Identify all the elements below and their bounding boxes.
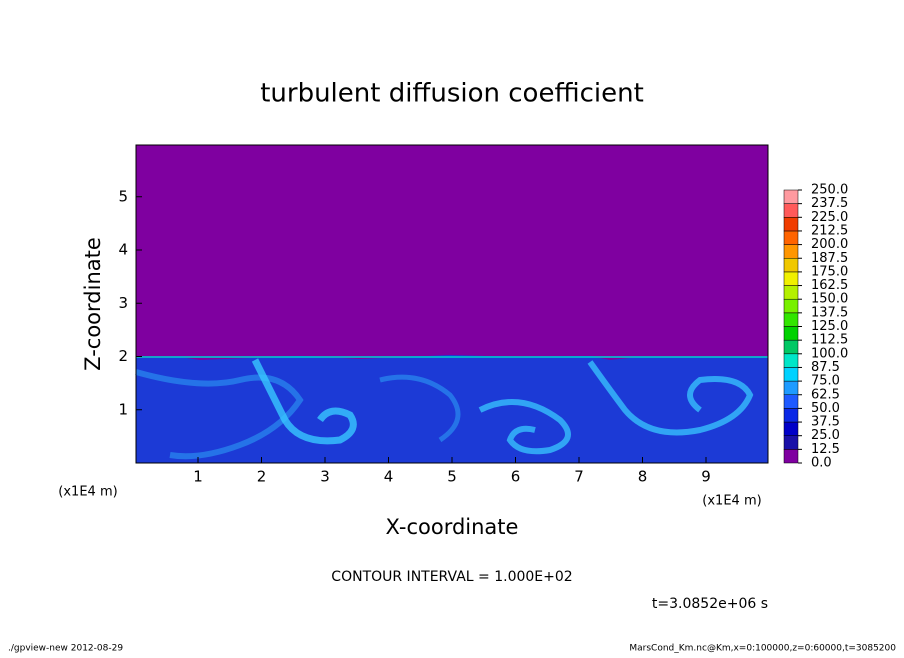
y-tick-label: 4 [118,241,128,259]
colorbar-box [783,258,799,273]
x-axis-label: X-coordinate [386,515,519,539]
x-tick-label: 8 [638,468,648,486]
y-tick-label: 5 [118,187,128,205]
footer-left: ./gpview-new 2012-08-29 [8,644,123,654]
colorbar-label: 250.0 [811,183,848,198]
x-tick-label: 6 [511,468,521,486]
contour-field [135,145,768,463]
colorbar-box [783,367,799,382]
swirl [379,374,461,443]
colorbar-box [783,189,799,204]
colorbar-label: 237.5 [811,196,848,211]
colorbar-label: 12.5 [811,442,840,457]
y-tick-label: 1 [118,400,128,418]
colorbar-label: 87.5 [811,360,840,375]
colorbar-box [783,326,799,341]
x-tick-label: 2 [257,468,267,486]
colorbar-label: 137.5 [811,305,848,320]
swirl [478,399,571,455]
colorbar-box [783,339,799,355]
colorbar-box [783,271,799,286]
colorbar-label: 112.5 [811,333,848,348]
x-tick-label: 5 [447,468,457,486]
colorbar-label: 50.0 [811,401,840,416]
y-tick-label: 2 [118,347,128,365]
x-tick-label: 9 [701,468,711,486]
x-tick-label: 1 [193,468,203,486]
x-unit-right: (x1E4 m) [702,494,761,509]
colorbar-box [783,230,799,245]
colorbar-label: 175.0 [811,264,848,279]
swirl [135,369,304,460]
colorbar-box [783,408,799,423]
colorbar-box [783,353,799,368]
colorbar-box [783,449,799,464]
colorbar-label: 25.0 [811,428,840,443]
colorbar-label: 225.0 [811,210,848,225]
x-unit-left: (x1E4 m) [58,485,117,500]
colorbar-box [783,285,799,300]
colorbar-label: 212.5 [811,223,848,238]
swirl [587,360,754,436]
colorbar-box [783,298,799,314]
colorbar-label: 162.5 [811,278,848,293]
colorbar-box [783,217,799,232]
colorbar-label: 187.5 [811,251,848,266]
colorbar-label: 100.0 [811,346,848,361]
colorbar-label: 125.0 [811,319,848,334]
time-label: t=3.0852e+06 s [652,596,768,612]
y-axis-label: Z-coordinate [81,237,105,371]
contour-interval: CONTOUR INTERVAL = 1.000E+02 [331,569,572,585]
colorbar-label: 200.0 [811,237,848,252]
colorbar-box [783,421,799,436]
colorbar-label: 75.0 [811,374,840,389]
colorbar-label: 150.0 [811,292,848,307]
colorbar-label: 37.5 [811,415,840,430]
colorbar-box [783,380,799,396]
field-lower [136,355,768,463]
y-tick-label: 3 [118,294,128,312]
colorbar-box [783,435,799,450]
colorbar-box [783,394,799,409]
colorbar-label: 0.0 [811,456,832,471]
swirl [251,358,357,445]
chart-title: turbulent diffusion coefficient [260,79,644,109]
x-tick-label: 3 [320,468,330,486]
colorbar-box [783,312,799,327]
colorbar-label: 62.5 [811,387,840,402]
colorbar-box [783,244,799,259]
x-tick-label: 7 [574,468,584,486]
colorbar-box [783,203,799,218]
x-tick-label: 4 [384,468,394,486]
footer-right: MarsCond_Km.nc@Km,x=0:100000,z=0:60000,t… [629,644,896,654]
